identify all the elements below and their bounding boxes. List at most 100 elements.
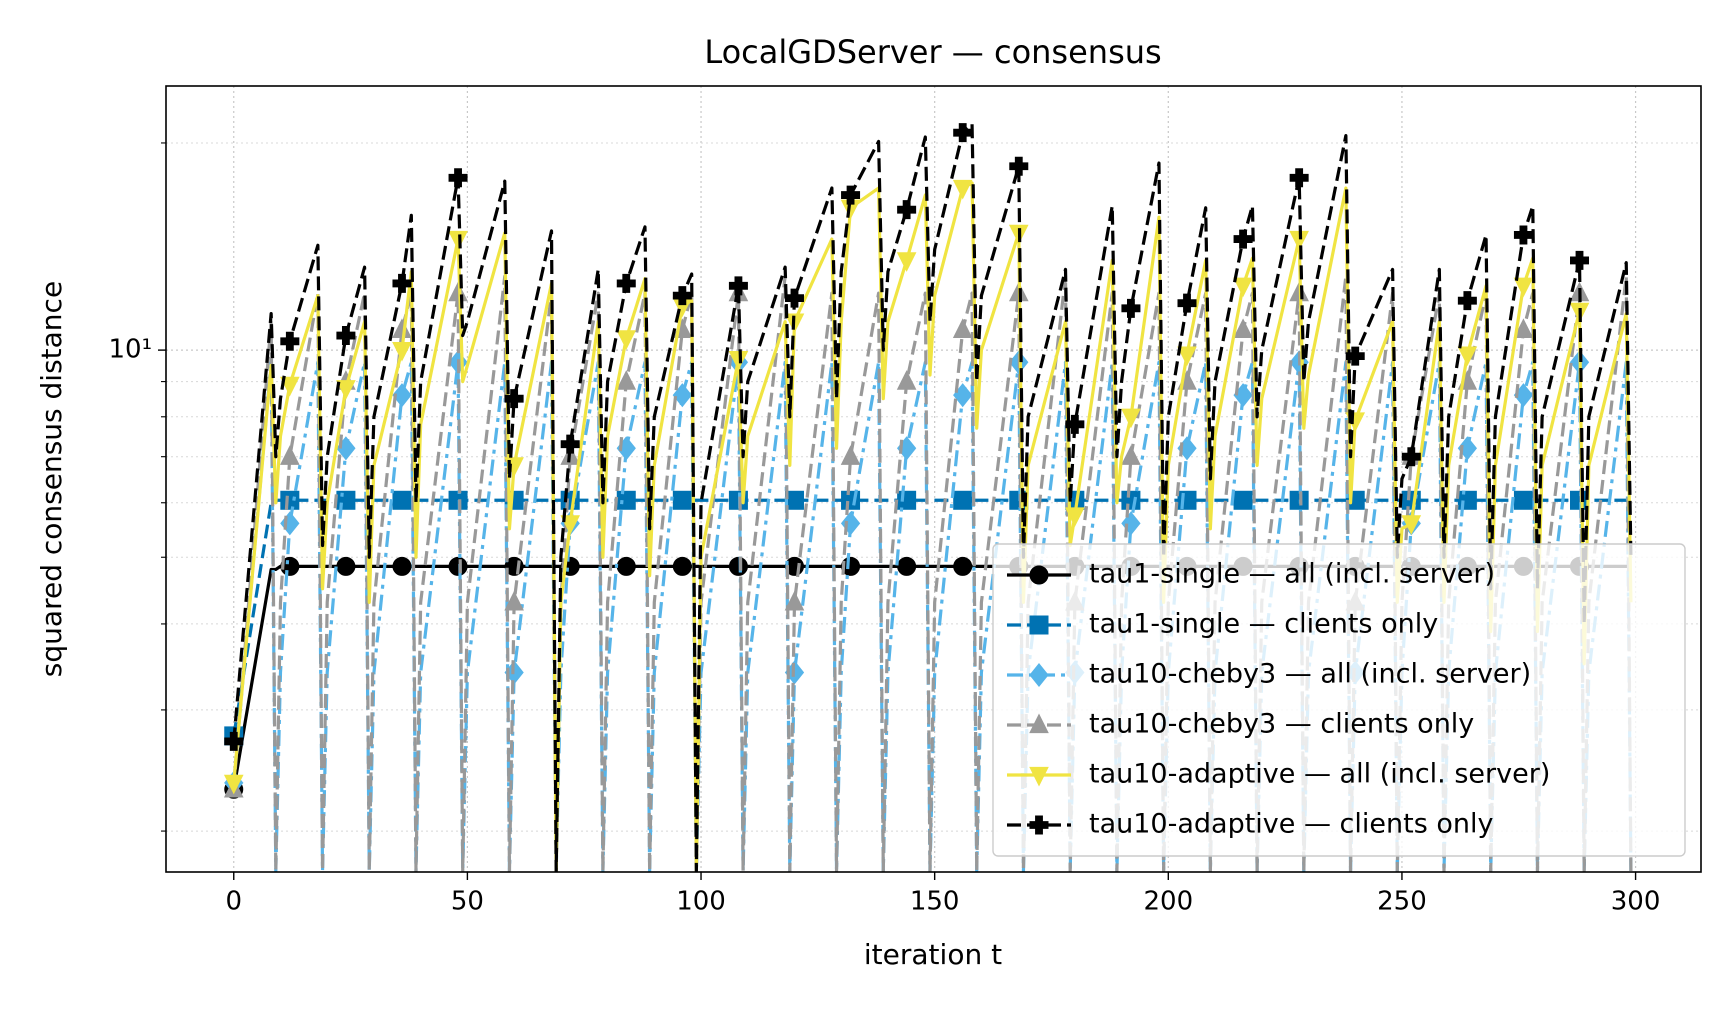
marker — [1513, 225, 1533, 245]
legend-marker — [1029, 565, 1049, 585]
x-tick-label: 200 — [1143, 887, 1193, 917]
marker — [897, 490, 917, 510]
marker — [560, 515, 581, 535]
marker — [728, 351, 749, 371]
marker — [504, 590, 524, 611]
axes-frame — [165, 85, 1702, 873]
marker — [1065, 507, 1085, 527]
marker — [1401, 490, 1421, 510]
marker — [1065, 414, 1085, 434]
series-line — [232, 122, 1633, 872]
marker — [1233, 277, 1253, 298]
marker — [392, 383, 412, 408]
marker — [897, 200, 917, 220]
x-tick-label: 300 — [1611, 887, 1661, 917]
legend-label: tau10-cheby3 — clients only — [1089, 709, 1474, 740]
marker — [1233, 490, 1253, 510]
marker — [448, 230, 468, 251]
marker — [616, 330, 637, 350]
marker — [616, 273, 636, 293]
marker — [1121, 408, 1141, 429]
x-tick-label: 250 — [1377, 887, 1427, 917]
marker — [953, 123, 973, 143]
marker — [1177, 346, 1197, 367]
marker — [504, 389, 524, 409]
marker — [1233, 229, 1253, 249]
legend-label: tau1-single — all (incl. server) — [1089, 559, 1495, 590]
legend-marker — [1029, 662, 1049, 688]
marker — [1121, 445, 1141, 465]
marker — [1457, 346, 1478, 367]
marker — [224, 731, 244, 751]
marker — [1513, 490, 1533, 510]
marker — [897, 556, 917, 576]
x-tick-label: 100 — [676, 887, 726, 917]
marker — [392, 556, 412, 576]
marker — [840, 445, 861, 465]
marker — [448, 556, 468, 576]
legend-marker — [1029, 713, 1049, 734]
marker — [1570, 250, 1590, 270]
marker — [728, 556, 748, 576]
marker — [1513, 318, 1534, 339]
y-tick-label: 10¹ — [108, 335, 152, 365]
marker — [728, 276, 748, 296]
marker — [336, 380, 356, 400]
marker — [896, 370, 917, 390]
legend-label: tau10-adaptive — clients only — [1089, 809, 1493, 840]
marker — [896, 252, 917, 272]
marker — [784, 288, 804, 308]
chart-title: LocalGDServer — consensus — [704, 33, 1161, 71]
marker — [672, 490, 692, 510]
marker — [448, 168, 468, 188]
x-axis-label: iteration t — [864, 938, 1002, 971]
x-tick-label: 150 — [910, 887, 960, 917]
marker — [280, 331, 300, 351]
marker — [952, 179, 973, 200]
marker — [1121, 298, 1141, 318]
marker — [336, 326, 356, 346]
marker — [1401, 447, 1421, 467]
marker — [1177, 293, 1197, 313]
y-axis-label: squared consensus distance — [35, 281, 68, 677]
legend-label: tau10-adaptive — all (incl. server) — [1089, 759, 1550, 790]
marker — [1121, 490, 1141, 510]
marker — [672, 383, 692, 408]
marker — [1457, 291, 1477, 311]
marker — [952, 318, 973, 339]
marker — [841, 556, 861, 576]
legend-marker — [1029, 766, 1049, 787]
marker — [616, 370, 637, 390]
marker — [1345, 346, 1365, 366]
marker — [784, 590, 805, 611]
x-tick-label: 50 — [451, 887, 484, 917]
marker — [280, 490, 300, 510]
marker — [1289, 168, 1309, 188]
marker — [280, 445, 300, 465]
legend: tau1-single — all (incl. server) tau1-sin… — [992, 543, 1686, 857]
legend-marker — [1029, 815, 1049, 835]
legend-label: tau1-single — clients only — [1089, 609, 1438, 640]
marker — [392, 273, 412, 293]
marker — [1457, 436, 1478, 461]
marker — [392, 490, 412, 510]
marker — [616, 556, 636, 576]
marker — [1513, 277, 1534, 298]
marker — [672, 286, 692, 306]
legend-label: tau10-cheby3 — all (incl. server) — [1089, 659, 1531, 690]
marker — [1233, 318, 1253, 339]
marker — [280, 376, 300, 397]
marker — [616, 490, 636, 510]
marker — [953, 556, 973, 576]
marker — [1009, 156, 1029, 176]
x-tick-label: 0 — [225, 887, 242, 917]
marker — [1401, 515, 1422, 535]
marker — [392, 341, 412, 362]
marker — [336, 556, 356, 576]
marker — [223, 774, 244, 795]
marker — [841, 185, 861, 205]
legend-marker — [1029, 615, 1049, 635]
marker — [560, 434, 580, 454]
